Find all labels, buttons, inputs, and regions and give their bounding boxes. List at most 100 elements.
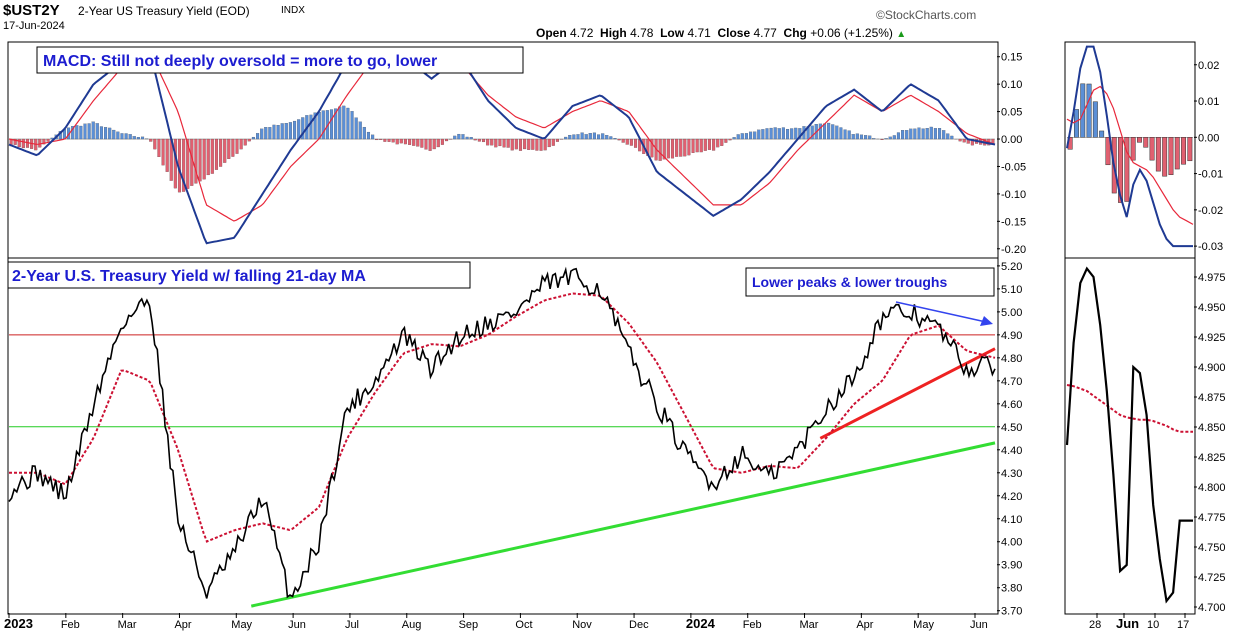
histogram-bar xyxy=(580,132,584,140)
y-tick-label: 4.60 xyxy=(1001,399,1022,411)
histogram-bar xyxy=(292,120,297,140)
histogram-bar xyxy=(942,130,946,140)
histogram-bar xyxy=(691,138,695,153)
histogram-bar xyxy=(621,138,625,143)
histogram-bar xyxy=(79,125,83,140)
red-support-trendline xyxy=(819,347,996,440)
histogram-bar xyxy=(498,138,502,147)
y-tick-label: 4.750 xyxy=(1198,542,1226,554)
x-tick-label: May xyxy=(913,619,934,631)
y-tick-label: 4.10 xyxy=(1001,514,1022,526)
histogram-bar xyxy=(432,138,436,150)
histogram-bar xyxy=(91,121,95,140)
histogram-bar xyxy=(761,129,765,140)
y-tick-label: 0.01 xyxy=(1198,96,1219,108)
histogram-bar xyxy=(140,136,145,140)
histogram-bar xyxy=(839,127,843,140)
x-tick-label: 2023 xyxy=(4,616,33,631)
histogram-bar xyxy=(338,106,342,140)
histogram-bar xyxy=(214,138,219,170)
histogram-bar xyxy=(272,124,276,140)
histogram-bar xyxy=(597,134,601,140)
histogram-bar xyxy=(753,131,757,140)
histogram-bar xyxy=(116,131,120,140)
histogram-bar xyxy=(1174,137,1180,170)
x-tick-label: Oct xyxy=(515,619,532,631)
histogram-bar xyxy=(42,138,46,145)
high-value: 4.78 xyxy=(630,26,654,40)
histogram-bar xyxy=(970,138,974,146)
histogram-bar xyxy=(71,126,75,140)
histogram-bar xyxy=(358,121,362,140)
y-tick-label: 4.775 xyxy=(1198,512,1226,524)
histogram-bar xyxy=(354,117,358,140)
histogram-bar xyxy=(695,138,699,153)
brand-watermark: ©StockCharts.com xyxy=(876,8,977,22)
histogram-bar xyxy=(1168,137,1174,176)
histogram-bar xyxy=(781,127,785,140)
histogram-bar xyxy=(662,138,666,160)
macd-main-plot: 0.15 0.10 0.05 0.00 -0.05 -0.10 -0.15 -0.20 xyxy=(8,49,1026,256)
green-support-trendline xyxy=(250,441,996,608)
histogram-bar xyxy=(366,131,371,140)
histogram-bar xyxy=(736,134,740,140)
histogram-bar xyxy=(514,138,518,150)
histogram-bar xyxy=(198,138,202,182)
histogram-bar xyxy=(773,127,777,140)
histogram-bar xyxy=(231,138,235,157)
histogram-bar xyxy=(683,138,687,157)
histogram-bar xyxy=(362,126,366,140)
price-main-frame xyxy=(7,257,999,615)
histogram-bar xyxy=(658,138,662,161)
histogram-bar xyxy=(1130,137,1136,161)
y-tick-label: 4.20 xyxy=(1001,491,1022,503)
histogram-bar xyxy=(473,138,477,141)
histogram-bar xyxy=(395,138,399,145)
histogram-bar xyxy=(486,138,490,146)
histogram-bar xyxy=(859,134,864,140)
histogram-bar xyxy=(1187,137,1193,162)
histogram-bar xyxy=(523,138,527,150)
histogram-bar xyxy=(666,138,670,159)
histogram-bar xyxy=(194,138,198,184)
instrument-name: 2-Year US Treasury Yield (EOD) xyxy=(78,4,250,18)
histogram-bar xyxy=(720,138,724,146)
histogram-bar xyxy=(383,138,387,142)
price-main-plot: 5.20 5.10 5.00 4.90 4.80 4.70 4.60 4.50 4.40 4.30… xyxy=(4,261,1022,631)
x-tick-label: Jun xyxy=(1116,616,1139,631)
histogram-bar xyxy=(712,138,716,151)
y-tick-label: 4.975 xyxy=(1198,272,1226,284)
histogram-bar xyxy=(149,138,153,142)
histogram-bar xyxy=(1149,137,1155,161)
histogram-bar xyxy=(387,138,391,142)
histogram-bar xyxy=(921,128,925,140)
histogram-bar xyxy=(494,138,498,148)
histogram-bar xyxy=(104,127,108,140)
histogram-bar xyxy=(317,111,321,140)
histogram-bar xyxy=(937,128,942,140)
close-label: Close xyxy=(717,26,751,40)
open-label: Open xyxy=(536,26,567,40)
histogram-bar xyxy=(707,138,712,150)
annotation-arrow-head xyxy=(980,316,993,326)
y-tick-label: 4.700 xyxy=(1198,602,1226,614)
annotation-arrow xyxy=(895,301,987,323)
ma21-line xyxy=(9,292,996,543)
histogram-bar xyxy=(847,130,851,140)
histogram-bar xyxy=(1086,83,1092,138)
histogram-bar xyxy=(477,138,481,142)
histogram-bar xyxy=(444,138,449,142)
histogram-bar xyxy=(276,125,280,140)
y-tick-label: 0.15 xyxy=(1001,52,1022,64)
histogram-bar xyxy=(728,138,732,141)
histogram-bar xyxy=(687,138,691,156)
y-tick-label: 4.40 xyxy=(1001,445,1022,457)
histogram-bar xyxy=(256,133,260,140)
x-tick-label: Dec xyxy=(629,619,649,631)
histogram-bar xyxy=(794,127,798,140)
macd-zoom-plot: 0.02 0.01 0.00 -0.01 -0.02 -0.03 xyxy=(1066,45,1223,253)
histogram-bar xyxy=(1118,137,1124,203)
histogram-bar xyxy=(868,135,872,140)
low-label: Low xyxy=(660,26,685,40)
histogram-bar xyxy=(481,138,486,143)
